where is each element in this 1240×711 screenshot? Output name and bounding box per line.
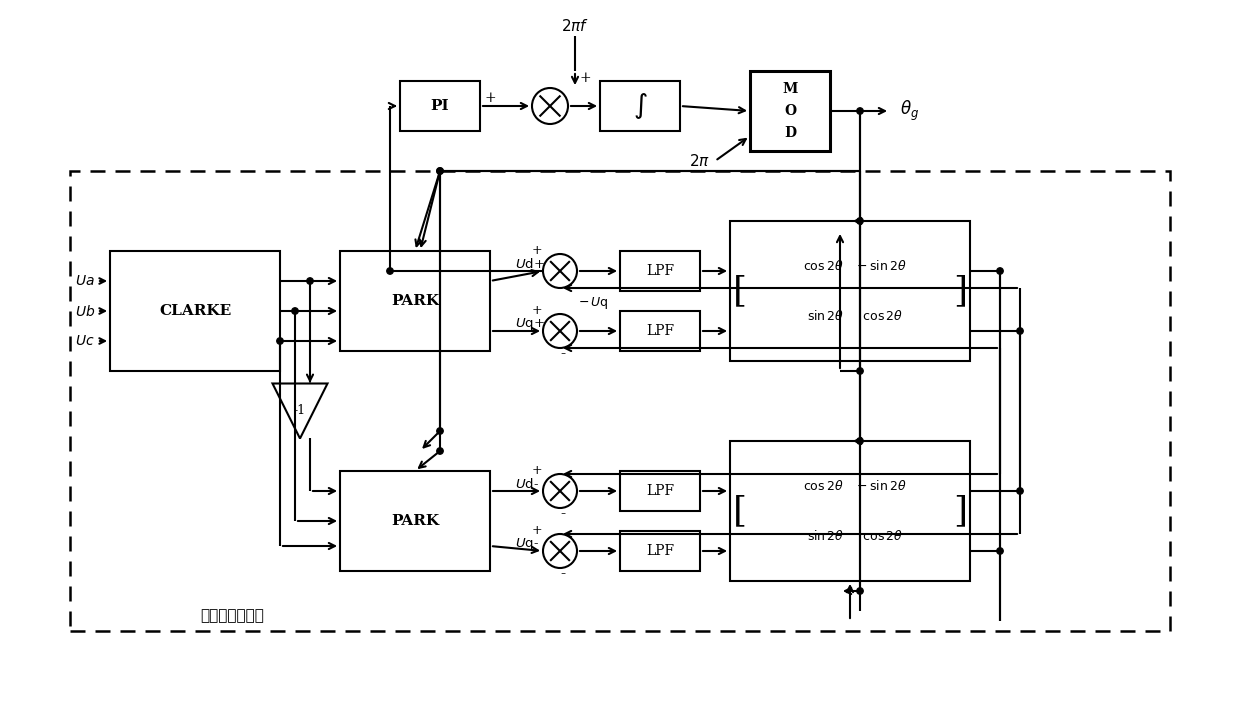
Bar: [730, 441, 970, 581]
Text: M: M: [782, 82, 797, 95]
Bar: [620, 311, 701, 351]
Text: $U\mathrm{d}$-: $U\mathrm{d}$-: [515, 477, 539, 491]
Circle shape: [857, 588, 863, 594]
Text: $\sin 2\theta\quad\ \ \cos 2\theta$: $\sin 2\theta\quad\ \ \cos 2\theta$: [807, 309, 903, 324]
Text: +: +: [532, 304, 542, 318]
Bar: [730, 221, 970, 361]
Circle shape: [387, 268, 393, 274]
Text: -1: -1: [294, 405, 306, 417]
Text: [: [: [733, 274, 746, 308]
Text: LPF: LPF: [646, 544, 675, 558]
Text: $\cos 2\theta\quad -\sin 2\theta$: $\cos 2\theta\quad -\sin 2\theta$: [804, 479, 906, 493]
Circle shape: [532, 88, 568, 124]
Bar: [620, 471, 701, 511]
Text: $2\pi f$: $2\pi f$: [560, 18, 589, 34]
Text: -: -: [560, 567, 565, 581]
Text: -: -: [560, 507, 565, 521]
Text: $Uc$: $Uc$: [76, 334, 95, 348]
Text: $\theta_g$: $\theta_g$: [900, 99, 919, 123]
Text: $\int$: $\int$: [632, 91, 647, 121]
Circle shape: [291, 308, 298, 314]
Text: $U\mathrm{d}$+: $U\mathrm{d}$+: [515, 257, 544, 271]
Text: +: +: [579, 71, 590, 85]
Text: PARK: PARK: [391, 514, 439, 528]
Text: 双旋转坐标变换: 双旋转坐标变换: [200, 609, 264, 624]
Circle shape: [857, 368, 863, 374]
Text: O: O: [784, 104, 796, 118]
Text: CLARKE: CLARKE: [159, 304, 231, 318]
Text: PI: PI: [430, 99, 449, 113]
Text: $-\,U\mathrm{q}$: $-\,U\mathrm{q}$: [578, 295, 609, 311]
Text: ]: ]: [952, 274, 967, 308]
Circle shape: [857, 108, 863, 114]
Bar: [110, 251, 280, 371]
Text: D: D: [784, 127, 796, 140]
Text: +: +: [532, 464, 542, 478]
Text: $U\mathrm{q}$-: $U\mathrm{q}$-: [515, 536, 539, 552]
Circle shape: [436, 448, 443, 454]
Circle shape: [277, 338, 283, 344]
Bar: [620, 531, 701, 571]
Text: $U\mathrm{q}$+: $U\mathrm{q}$+: [515, 316, 544, 332]
Circle shape: [857, 438, 863, 444]
Text: -: -: [560, 347, 565, 361]
Text: $2\pi$: $2\pi$: [689, 153, 711, 169]
Bar: [69, 171, 1171, 631]
Text: +: +: [532, 245, 542, 257]
Circle shape: [543, 534, 577, 568]
Circle shape: [1017, 328, 1023, 334]
Circle shape: [543, 474, 577, 508]
Bar: [340, 471, 490, 571]
Text: [: [: [733, 494, 746, 528]
Circle shape: [543, 314, 577, 348]
Circle shape: [543, 254, 577, 288]
Bar: [401, 81, 480, 131]
Circle shape: [997, 547, 1003, 554]
Circle shape: [857, 218, 863, 224]
Text: PARK: PARK: [391, 294, 439, 308]
Text: $Ub$: $Ub$: [74, 304, 95, 319]
Circle shape: [306, 278, 314, 284]
Bar: [750, 71, 830, 151]
Text: $\cos 2\theta\quad -\sin 2\theta$: $\cos 2\theta\quad -\sin 2\theta$: [804, 259, 906, 273]
Bar: [620, 251, 701, 291]
Circle shape: [997, 268, 1003, 274]
Bar: [340, 251, 490, 351]
Circle shape: [1017, 488, 1023, 494]
Text: $Ua$: $Ua$: [76, 274, 95, 288]
Text: +: +: [484, 91, 496, 105]
Text: ]: ]: [952, 494, 967, 528]
Text: LPF: LPF: [646, 324, 675, 338]
Circle shape: [436, 168, 443, 174]
Text: LPF: LPF: [646, 264, 675, 278]
Circle shape: [436, 168, 443, 174]
Circle shape: [436, 428, 443, 434]
Text: LPF: LPF: [646, 484, 675, 498]
Bar: [600, 81, 680, 131]
Text: +: +: [532, 525, 542, 538]
Text: $\sin 2\theta\quad\ \ \cos 2\theta$: $\sin 2\theta\quad\ \ \cos 2\theta$: [807, 529, 903, 543]
